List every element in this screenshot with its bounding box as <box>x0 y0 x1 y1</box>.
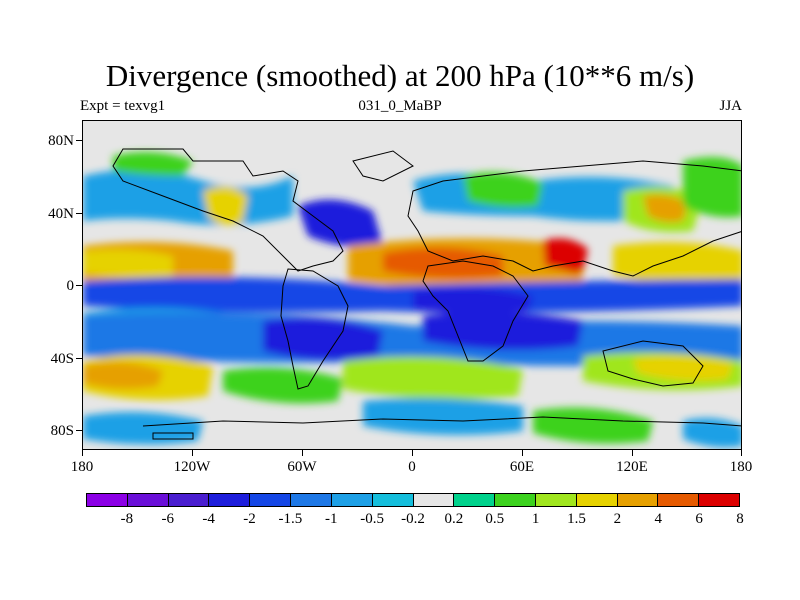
color-bar-swatch <box>495 494 536 506</box>
color-bar-swatch <box>372 494 414 506</box>
x-tick-label: 120W <box>173 459 211 475</box>
color-bar-swatch <box>291 494 332 506</box>
color-bar-label: 0.5 <box>485 511 505 527</box>
color-bar <box>86 493 740 507</box>
color-bar-swatch <box>87 494 128 506</box>
x-tick-label: 120E <box>616 459 648 475</box>
color-bar-label: 1.5 <box>567 511 586 527</box>
color-bar-swatch <box>127 494 169 506</box>
x-tick-label: 180 <box>729 459 753 475</box>
y-tick <box>76 358 82 359</box>
color-bar-label: -1.5 <box>278 511 303 527</box>
color-bar-swatch <box>699 494 739 506</box>
color-bar-label: 0.2 <box>444 511 464 527</box>
y-tick <box>76 140 82 141</box>
contour-fill <box>83 152 741 448</box>
color-bar-label: 6 <box>695 511 703 527</box>
season-label: JJA <box>719 98 742 114</box>
color-bar-label: -4 <box>202 511 215 527</box>
y-tick <box>76 213 82 214</box>
color-bar-label: 2 <box>613 511 622 527</box>
color-bar-label: 1 <box>531 511 540 527</box>
color-bar-swatch <box>209 494 251 506</box>
color-bar-label: -2 <box>243 511 256 527</box>
x-tick <box>412 450 413 456</box>
y-tick <box>76 285 82 286</box>
x-tick-label: 0 <box>408 459 416 475</box>
divergence-field <box>83 121 741 449</box>
color-bar-label: -0.5 <box>360 511 384 527</box>
color-bar-swatch <box>250 494 292 506</box>
experiment-label: Expt = texvg1 <box>80 98 166 114</box>
color-bar-swatch <box>576 494 618 506</box>
map-plot-area <box>82 120 742 450</box>
color-bar-label: -8 <box>120 511 134 527</box>
x-tick <box>302 450 303 456</box>
color-bar-label: -1 <box>325 511 338 527</box>
y-tick-label: 80N <box>48 133 74 149</box>
x-tick-label: 60W <box>287 459 317 475</box>
x-tick <box>632 450 633 456</box>
y-tick-label: 40N <box>48 206 74 222</box>
x-tick <box>741 450 742 456</box>
x-tick-label: 180 <box>70 459 94 475</box>
color-bar-swatch <box>617 494 659 506</box>
x-tick-label: 60E <box>509 459 535 475</box>
color-bar-swatch <box>535 494 577 506</box>
color-bar-swatch <box>331 494 373 506</box>
y-tick-label: 40S <box>50 351 74 367</box>
color-bar-label: 4 <box>654 511 663 527</box>
color-bar-label: -0.2 <box>401 511 425 527</box>
color-bar-label: -6 <box>161 511 175 527</box>
y-tick-label: 0 <box>66 278 75 294</box>
chart-title: Divergence (smoothed) at 200 hPa (10**6 … <box>105 58 695 93</box>
x-tick <box>522 450 523 456</box>
coastline-outlines <box>112 148 741 440</box>
color-bar-swatch <box>413 494 455 506</box>
color-bar-swatch <box>658 494 700 506</box>
y-tick-label: 80S <box>50 423 74 439</box>
x-tick <box>192 450 193 456</box>
color-bar-swatch <box>454 494 496 506</box>
run-label: 031_0_MaBP <box>358 98 442 114</box>
color-bar-label: 8 <box>736 511 744 527</box>
y-tick <box>76 430 82 431</box>
color-bar-swatch <box>168 494 210 506</box>
x-tick <box>82 450 83 456</box>
